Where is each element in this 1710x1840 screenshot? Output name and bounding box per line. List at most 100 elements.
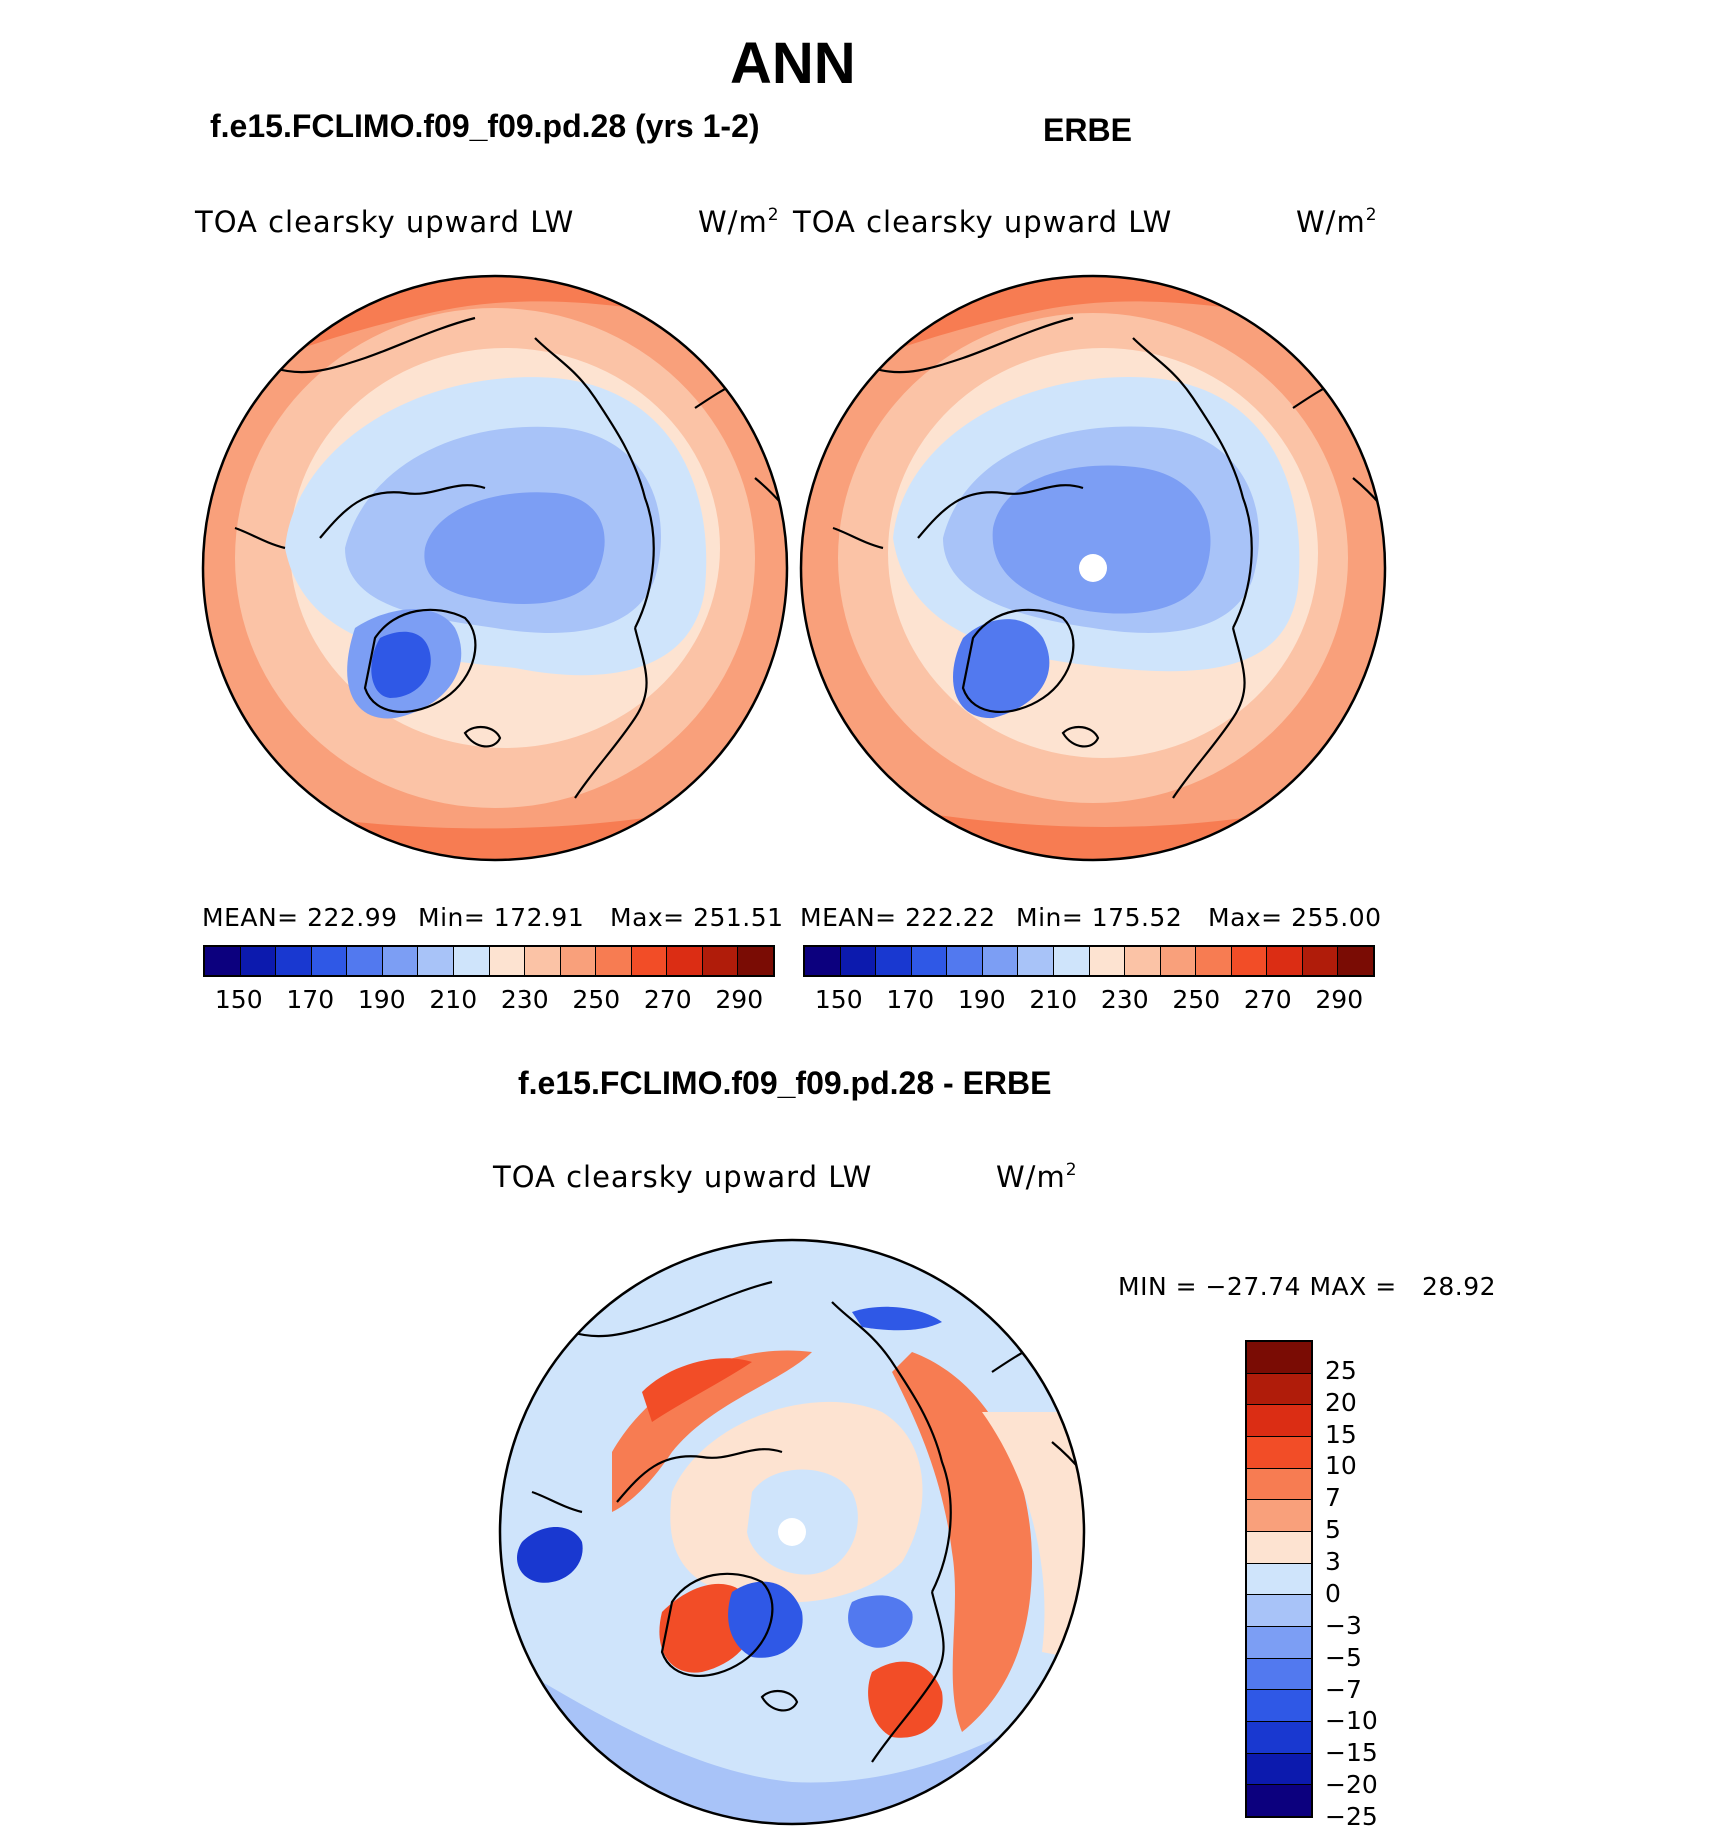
colorbar-swatch bbox=[1231, 947, 1268, 975]
panel2-min: Min= 175.52 bbox=[1016, 903, 1183, 932]
colorbar-tick-label: 150 bbox=[814, 985, 863, 1014]
colorbar-swatch bbox=[489, 947, 526, 975]
colorbar-swatch bbox=[1302, 947, 1339, 975]
map-difference bbox=[498, 1238, 1086, 1826]
colorbar-tick-label: 210 bbox=[429, 985, 478, 1014]
colorbar-tick-label: 230 bbox=[500, 985, 549, 1014]
map-erbe bbox=[799, 274, 1387, 862]
colorbar-tick-label: −15 bbox=[1325, 1738, 1378, 1768]
colorbar-swatch bbox=[1247, 1785, 1311, 1817]
colorbar-swatch bbox=[1160, 947, 1197, 975]
panel1-units: W/m2 bbox=[698, 205, 780, 239]
colorbar-tick-label: −5 bbox=[1325, 1642, 1362, 1672]
colorbar-swatch bbox=[1125, 947, 1161, 975]
colorbar-swatch bbox=[1247, 1532, 1311, 1564]
panel3-units: W/m2 bbox=[996, 1160, 1078, 1194]
colorbar-tick-label: 190 bbox=[957, 985, 1006, 1014]
colorbar-tick-label: 3 bbox=[1325, 1547, 1341, 1577]
colorbar-tick-label: 270 bbox=[643, 985, 692, 1014]
colorbar-swatch bbox=[1247, 1500, 1311, 1533]
colorbar-tick-label: 270 bbox=[1243, 985, 1292, 1014]
colorbar-swatch bbox=[1247, 1563, 1311, 1596]
colorbar-swatch bbox=[947, 947, 983, 975]
colorbar-tick-label: 290 bbox=[1315, 985, 1364, 1014]
map-model bbox=[201, 274, 789, 862]
colorbar-difference-ticks: 25 20 15 10 7 5 3 0 −3 −5 −7 −10 −15 −20 −25 bbox=[1325, 1340, 1445, 1831]
colorbar-swatch bbox=[1247, 1405, 1311, 1438]
colorbar-swatch bbox=[1338, 947, 1373, 975]
colorbar-swatch bbox=[1247, 1468, 1311, 1501]
colorbar-swatch bbox=[560, 947, 597, 975]
colorbar-swatch bbox=[1196, 947, 1232, 975]
colorbar-tick-label: 150 bbox=[214, 985, 263, 1014]
colorbar-swatch bbox=[1247, 1437, 1311, 1469]
colorbar-tick-label: −3 bbox=[1325, 1610, 1362, 1640]
colorbar-swatch bbox=[1247, 1690, 1311, 1723]
colorbar-swatch bbox=[738, 947, 773, 975]
panel1-mean: MEAN= 222.99 bbox=[202, 903, 398, 932]
colorbar-swatch bbox=[805, 947, 841, 975]
main-title: ANN bbox=[730, 31, 856, 96]
colorbar-swatch bbox=[1247, 1658, 1311, 1691]
colorbar-swatch bbox=[840, 947, 877, 975]
colorbar-tick-label: 20 bbox=[1325, 1387, 1357, 1417]
panel3-variable-label: TOA clearsky upward LW bbox=[493, 1160, 873, 1194]
colorbar-tick-label: 5 bbox=[1325, 1515, 1341, 1545]
colorbar-tick-label: 170 bbox=[286, 985, 335, 1014]
colorbar-swatch bbox=[631, 947, 668, 975]
colorbar-swatch bbox=[702, 947, 739, 975]
colorbar-swatch bbox=[876, 947, 912, 975]
colorbar-tick-label: 230 bbox=[1100, 985, 1149, 1014]
colorbar-tick-label: 7 bbox=[1325, 1483, 1341, 1513]
colorbar-swatch bbox=[1053, 947, 1090, 975]
colorbar-tick-label: −7 bbox=[1325, 1674, 1362, 1704]
colorbar-model bbox=[203, 945, 775, 977]
colorbar-tick-label: 15 bbox=[1325, 1419, 1357, 1449]
colorbar-swatch bbox=[667, 947, 703, 975]
colorbar-tick-label: 250 bbox=[572, 985, 621, 1014]
colorbar-tick-label: −25 bbox=[1325, 1802, 1378, 1831]
colorbar-swatch bbox=[1018, 947, 1054, 975]
panel3-subtitle: f.e15.FCLIMO.f09_f09.pd.28 - ERBE bbox=[518, 1065, 1052, 1101]
colorbar-swatch bbox=[311, 947, 348, 975]
panel2-mean: MEAN= 222.22 bbox=[800, 903, 996, 932]
panel1-subtitle: f.e15.FCLIMO.f09_f09.pd.28 (yrs 1-2) bbox=[210, 108, 760, 144]
panel1-variable-label: TOA clearsky upward LW bbox=[195, 205, 575, 239]
difference-minmax: MIN = −27.74 MAX = 28.92 bbox=[1118, 1272, 1497, 1301]
colorbar-tick-label: 250 bbox=[1172, 985, 1221, 1014]
colorbar-swatch bbox=[1089, 947, 1126, 975]
colorbar-difference bbox=[1245, 1340, 1313, 1818]
colorbar-swatch bbox=[1247, 1722, 1311, 1754]
colorbar-swatch bbox=[240, 947, 277, 975]
colorbar-swatch bbox=[453, 947, 490, 975]
colorbar-erbe bbox=[803, 945, 1375, 977]
colorbar-swatch bbox=[1267, 947, 1303, 975]
colorbar-tick-label: 170 bbox=[886, 985, 935, 1014]
panel2-variable-label: TOA clearsky upward LW bbox=[793, 205, 1173, 239]
colorbar-swatch bbox=[1247, 1342, 1311, 1374]
colorbar-swatch bbox=[911, 947, 948, 975]
colorbar-tick-label: 210 bbox=[1029, 985, 1078, 1014]
colorbar-erbe-ticks: 150 170 190 210 230 250 270 290 bbox=[803, 985, 1375, 1017]
colorbar-swatch bbox=[982, 947, 1019, 975]
colorbar-swatch bbox=[1247, 1595, 1311, 1628]
colorbar-tick-label: 25 bbox=[1325, 1355, 1357, 1385]
panel2-units: W/m2 bbox=[1296, 205, 1378, 239]
panel1-min: Min= 172.91 bbox=[418, 903, 585, 932]
panel1-max: Max= 251.51 bbox=[610, 903, 784, 932]
colorbar-swatch bbox=[596, 947, 632, 975]
colorbar-swatch bbox=[382, 947, 419, 975]
colorbar-tick-label: −10 bbox=[1325, 1706, 1378, 1736]
colorbar-swatch bbox=[1247, 1373, 1311, 1406]
colorbar-tick-label: −20 bbox=[1325, 1770, 1378, 1800]
panel2-max: Max= 255.00 bbox=[1208, 903, 1382, 932]
colorbar-tick-label: 0 bbox=[1325, 1578, 1341, 1608]
colorbar-swatch bbox=[418, 947, 454, 975]
colorbar-model-ticks: 150 170 190 210 230 250 270 290 bbox=[203, 985, 775, 1017]
colorbar-tick-label: 10 bbox=[1325, 1451, 1357, 1481]
colorbar-swatch bbox=[1247, 1627, 1311, 1659]
colorbar-swatch bbox=[205, 947, 241, 975]
colorbar-tick-label: 190 bbox=[357, 985, 406, 1014]
colorbar-swatch bbox=[276, 947, 312, 975]
colorbar-swatch bbox=[1247, 1753, 1311, 1786]
